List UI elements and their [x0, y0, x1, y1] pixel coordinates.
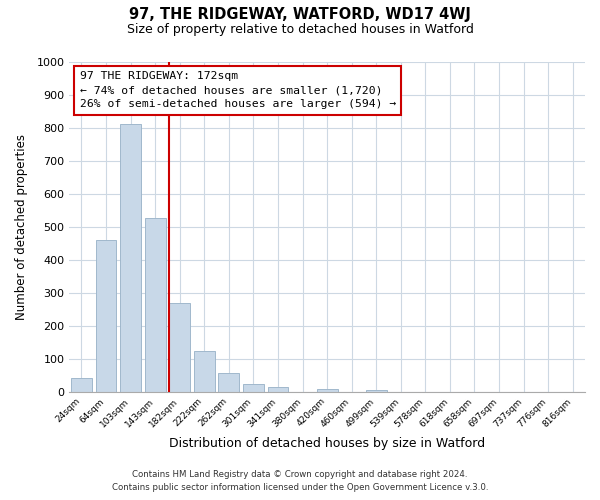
Bar — [218, 373, 239, 392]
Text: Size of property relative to detached houses in Watford: Size of property relative to detached ho… — [127, 22, 473, 36]
Text: 97 THE RIDGEWAY: 172sqm
← 74% of detached houses are smaller (1,720)
26% of semi: 97 THE RIDGEWAY: 172sqm ← 74% of detache… — [80, 72, 396, 110]
Text: Contains HM Land Registry data © Crown copyright and database right 2024.
Contai: Contains HM Land Registry data © Crown c… — [112, 470, 488, 492]
Y-axis label: Number of detached properties: Number of detached properties — [15, 134, 28, 320]
Bar — [366, 390, 386, 392]
Bar — [120, 124, 141, 392]
Bar — [268, 388, 289, 392]
Bar — [194, 351, 215, 392]
X-axis label: Distribution of detached houses by size in Watford: Distribution of detached houses by size … — [169, 437, 485, 450]
Bar — [317, 390, 338, 392]
Bar — [145, 218, 166, 392]
Bar — [95, 240, 116, 392]
Bar — [243, 384, 264, 392]
Bar — [169, 302, 190, 392]
Text: 97, THE RIDGEWAY, WATFORD, WD17 4WJ: 97, THE RIDGEWAY, WATFORD, WD17 4WJ — [129, 8, 471, 22]
Bar — [71, 378, 92, 392]
